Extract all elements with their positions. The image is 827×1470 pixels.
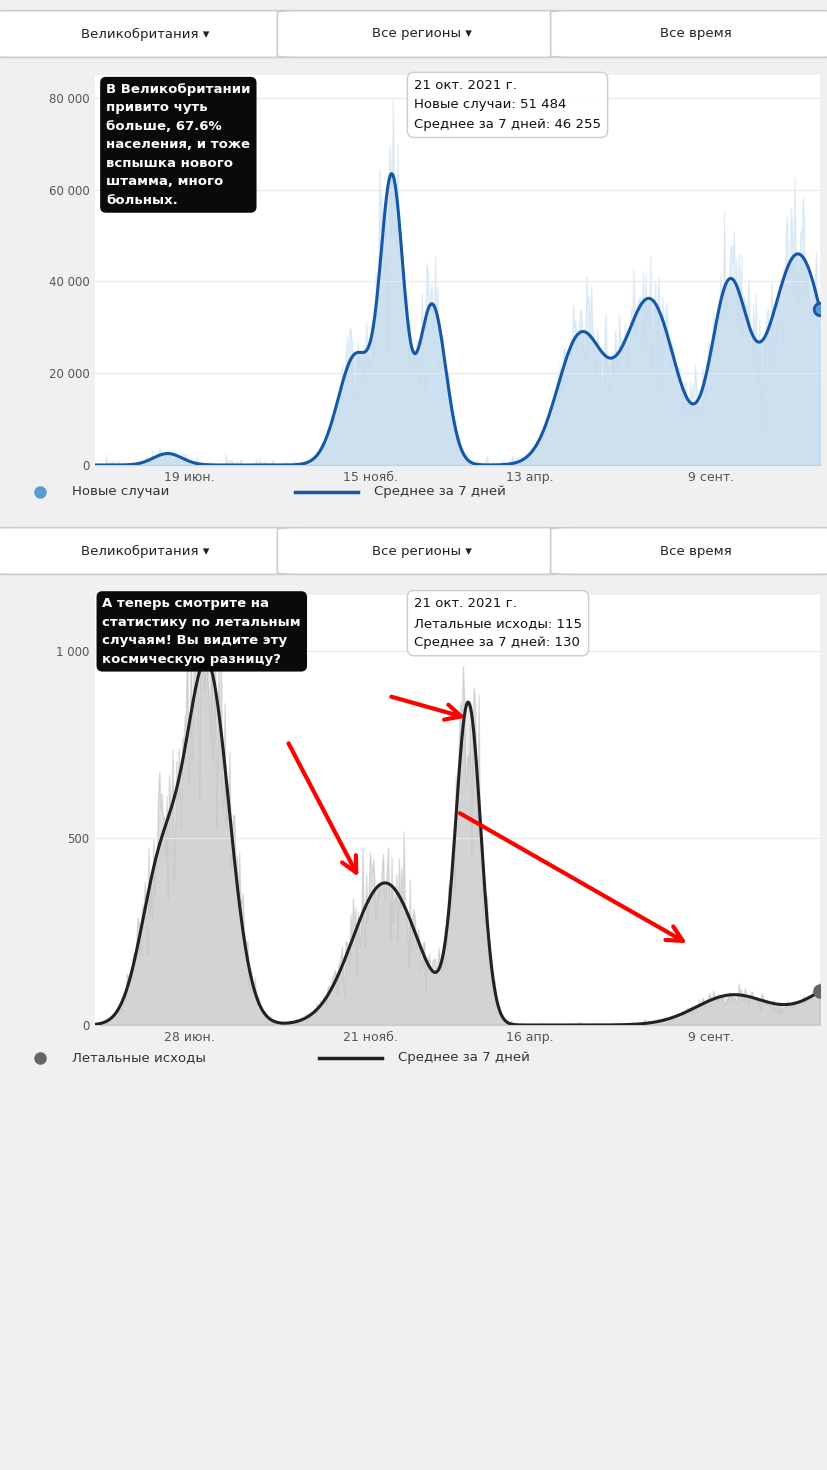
Text: 21 окт. 2021 г.
Новые случаи: 51 484
Среднее за 7 дней: 46 255: 21 окт. 2021 г. Новые случаи: 51 484 Сре… (414, 79, 600, 131)
Text: 21 окт. 2021 г.
Летальные исходы: 115
Среднее за 7 дней: 130: 21 окт. 2021 г. Летальные исходы: 115 Ср… (414, 597, 581, 650)
Text: Все время: Все время (659, 544, 730, 557)
Text: Все регионы ▾: Все регионы ▾ (372, 544, 471, 557)
Text: Великобритания ▾: Великобритания ▾ (80, 28, 209, 41)
FancyBboxPatch shape (0, 528, 302, 575)
FancyBboxPatch shape (550, 10, 827, 57)
Text: Все время: Все время (659, 28, 730, 41)
FancyBboxPatch shape (550, 528, 827, 575)
Text: А теперь смотрите на
статистику по летальным
случаям! Вы видите эту
космическую : А теперь смотрите на статистику по летал… (103, 597, 301, 666)
Text: Летальные исходы: Летальные исходы (72, 1051, 206, 1064)
Text: Все регионы ▾: Все регионы ▾ (372, 28, 471, 41)
Text: Новые случаи: Новые случаи (72, 485, 170, 498)
FancyBboxPatch shape (0, 10, 302, 57)
Text: Великобритания ▾: Великобритания ▾ (80, 544, 209, 557)
Text: Среднее за 7 дней: Среднее за 7 дней (374, 485, 505, 498)
Text: В Великобритании
привито чуть
больше, 67.6%
населения, и тоже
вспышка нового
шта: В Великобритании привито чуть больше, 67… (106, 82, 251, 207)
FancyBboxPatch shape (277, 10, 566, 57)
Text: Среднее за 7 дней: Среднее за 7 дней (398, 1051, 529, 1064)
FancyBboxPatch shape (277, 528, 566, 575)
